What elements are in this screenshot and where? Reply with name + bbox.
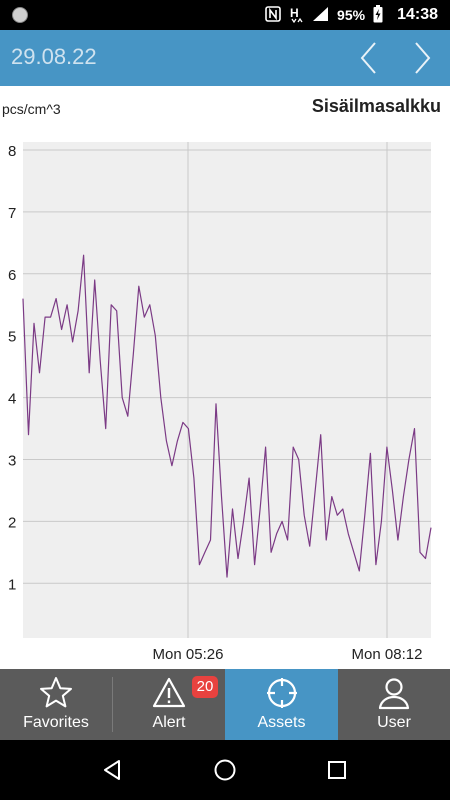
tab-label-favorites: Favorites [23, 714, 89, 731]
bottom-tab-bar: Favorites Alert Assets User [0, 669, 450, 740]
recents-icon[interactable] [323, 756, 351, 784]
tab-divider [112, 677, 113, 732]
tab-label-assets: Assets [257, 714, 306, 731]
crosshair-icon [266, 678, 297, 708]
tab-user[interactable]: User [338, 669, 450, 740]
notification-icon [12, 7, 28, 23]
tab-alert[interactable]: Alert [113, 669, 225, 740]
tab-label-user: User [377, 714, 411, 731]
chart-title: Sisäilmasalkku [311, 96, 441, 116]
date-label: 29.08.22 [11, 44, 97, 69]
warning-icon [152, 677, 186, 708]
y-tick-label: 2 [8, 514, 16, 531]
clock: 14:38 [397, 6, 438, 23]
y-tick-label: 1 [8, 576, 16, 593]
nfc-icon [265, 5, 281, 25]
previous-day-button[interactable] [352, 40, 386, 76]
y-tick-label: 5 [8, 329, 16, 346]
next-day-button[interactable] [405, 40, 439, 76]
tab-assets[interactable]: Assets [225, 669, 338, 740]
y-tick-label: 8 [8, 143, 16, 160]
alert-count-badge: 20 [192, 676, 218, 698]
back-icon[interactable] [99, 756, 127, 784]
y-tick-label: 4 [8, 391, 16, 408]
svg-text:H: H [290, 6, 299, 20]
x-tick-label: Mon 05:26 [153, 646, 224, 663]
y-axis-unit: pcs/cm^3 [2, 101, 61, 117]
user-icon [378, 678, 410, 710]
signal-icon [311, 6, 329, 25]
battery-level: 95% [337, 7, 366, 23]
plot-area [23, 142, 431, 638]
y-tick-label: 6 [8, 267, 16, 284]
y-tick-label: 7 [8, 205, 16, 222]
status-bar: H 95% 14:38 [0, 0, 450, 30]
home-icon[interactable] [211, 756, 239, 784]
app-header: 29.08.22 [0, 30, 450, 86]
system-navigation-bar [0, 740, 450, 800]
star-icon [40, 677, 72, 708]
y-tick-label: 3 [8, 453, 16, 470]
tab-favorites[interactable]: Favorites [0, 669, 112, 740]
series-line [22, 254, 432, 578]
line-chart: 1 2 3 4 5 6 7 8 Mon 05:26 Mon 08:12 [8, 142, 432, 663]
tab-label-alert: Alert [152, 714, 186, 731]
network-h-plus-icon: H [289, 5, 303, 26]
battery-charging-icon [373, 4, 383, 26]
x-tick-label: Mon 08:12 [352, 646, 423, 663]
